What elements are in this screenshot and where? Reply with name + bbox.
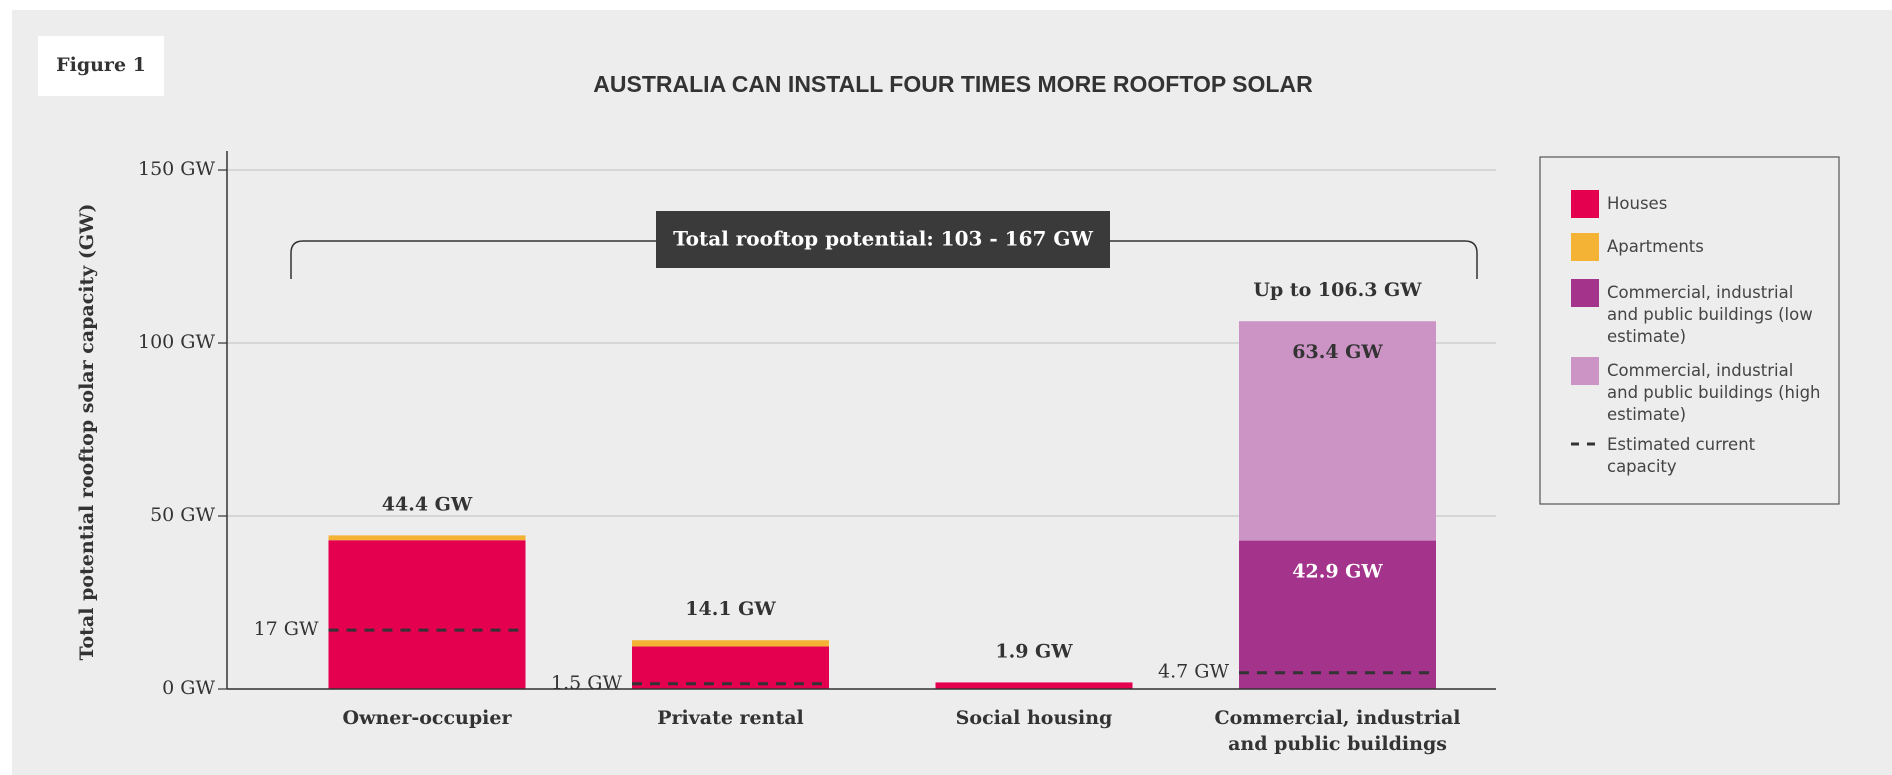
legend-label: Houses <box>1607 194 1668 213</box>
y-axis-label: Total potential rooftop solar capacity (… <box>76 204 98 661</box>
bar-segment <box>328 535 526 541</box>
legend-swatch <box>1571 357 1599 385</box>
y-tick-label: 100 GW <box>138 331 215 353</box>
segment-label: 42.9 GW <box>1292 561 1383 583</box>
bar-segment <box>632 646 829 689</box>
annotation: Total rooftop potential: 103 - 167 GW <box>673 227 1093 251</box>
bar-segment <box>328 540 526 689</box>
annotation-box <box>656 211 1110 268</box>
total-label: 1.9 GW <box>995 640 1073 662</box>
legend-label: Commercial, industrial and public buildi… <box>1607 283 1813 346</box>
segment-label: 63.4 GW <box>1292 341 1383 363</box>
total-label: 14.1 GW <box>685 598 776 620</box>
total-label: Up to 106.3 GW <box>1253 279 1422 301</box>
legend-swatch <box>1571 190 1599 218</box>
y-tick-label: 150 GW <box>138 158 215 180</box>
chart-title: AUSTRALIA CAN INSTALL FOUR TIMES MORE RO… <box>593 71 1313 97</box>
x-tick-label: Owner-occupier <box>342 707 512 729</box>
legend-box <box>1539 156 1840 505</box>
bar-segment <box>632 640 829 647</box>
bar-segment <box>935 682 1133 689</box>
x-tick-label: Social housing <box>955 707 1113 729</box>
x-tick-label: Private rental <box>657 707 804 729</box>
current-capacity-label: 1.5 GW <box>551 672 622 694</box>
total-label: 44.4 GW <box>382 493 473 515</box>
current-capacity-label: 4.7 GW <box>1158 661 1229 683</box>
y-tick-label: 0 GW <box>162 677 215 699</box>
legend-label: Estimated current capacity <box>1607 435 1756 476</box>
y-tick-label: 50 GW <box>150 504 215 526</box>
bar-segment <box>1239 321 1436 541</box>
panel <box>12 10 1892 775</box>
legend-swatch <box>1571 233 1599 261</box>
legend-swatch <box>1571 279 1599 307</box>
figure-label-box <box>38 36 164 96</box>
x-tick-label: Commercial, industrial and public buildi… <box>1214 707 1461 755</box>
bar-segment <box>1239 540 1436 689</box>
current-capacity-label: 17 GW <box>254 618 319 640</box>
legend-label: Apartments <box>1607 237 1704 256</box>
figure-label: Figure 1 <box>56 54 146 76</box>
legend-label: Commercial, industrial and public buildi… <box>1607 361 1821 424</box>
